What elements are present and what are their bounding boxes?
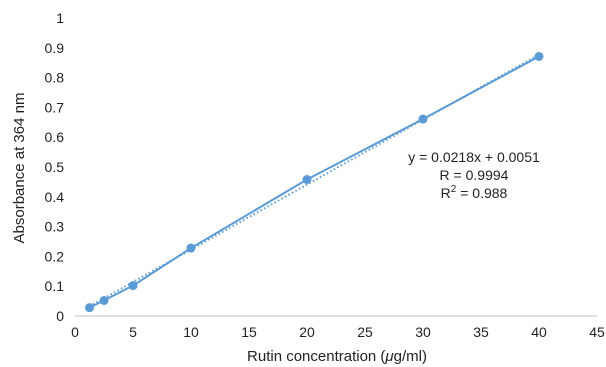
x-axis-title-post: g/ml) bbox=[394, 348, 427, 365]
correlation-r: R = 0.9994 bbox=[440, 167, 509, 183]
y-axis-title: Absorbance at 364 nm bbox=[11, 93, 28, 244]
x-axis-title-pre: Rutin concentration ( bbox=[247, 348, 385, 365]
x-tick-label: 45 bbox=[589, 324, 605, 340]
y-tick-label: 1 bbox=[56, 10, 64, 26]
x-tick-label: 35 bbox=[473, 324, 489, 340]
x-axis-ticks: 0 5 10 15 20 25 30 35 40 45 bbox=[71, 324, 605, 340]
trendline-equation: y = 0.0218x + 0.0051 bbox=[408, 149, 540, 165]
r2-letter: R bbox=[441, 185, 451, 201]
x-tick-label: 0 bbox=[71, 324, 79, 340]
y-tick-label: 0.4 bbox=[45, 189, 65, 205]
data-point bbox=[99, 296, 109, 306]
data-point bbox=[534, 51, 544, 61]
y-tick-label: 0.6 bbox=[45, 129, 65, 145]
r2-superscript: 2 bbox=[451, 184, 457, 195]
data-point bbox=[128, 281, 138, 291]
x-axis-title: Rutin concentration (μg/ml) bbox=[247, 348, 427, 365]
x-tick-label: 20 bbox=[299, 324, 315, 340]
x-tick-label: 5 bbox=[129, 324, 137, 340]
y-tick-label: 0.2 bbox=[45, 248, 65, 264]
y-tick-label: 0 bbox=[56, 308, 64, 324]
y-tick-label: 0.1 bbox=[45, 278, 65, 294]
x-axis-title-mu: μ bbox=[384, 348, 393, 365]
x-tick-label: 15 bbox=[241, 324, 257, 340]
y-tick-label: 0.8 bbox=[45, 70, 65, 86]
data-point bbox=[85, 303, 94, 313]
data-series bbox=[85, 51, 544, 313]
data-point bbox=[302, 175, 312, 185]
y-tick-label: 0.5 bbox=[45, 159, 65, 175]
x-tick-label: 25 bbox=[357, 324, 373, 340]
x-tick-label: 40 bbox=[531, 324, 547, 340]
y-tick-label: 0.3 bbox=[45, 219, 65, 235]
r2-value: = 0.988 bbox=[456, 185, 507, 201]
x-tick-label: 30 bbox=[415, 324, 431, 340]
coefficient-r-squared: R2 = 0.988 bbox=[441, 184, 508, 201]
y-tick-label: 0.7 bbox=[45, 99, 65, 115]
x-tick-label: 10 bbox=[183, 324, 199, 340]
y-axis-ticks: 0 0.1 0.2 0.3 0.4 0.5 0.6 0.7 0.8 0.9 1 bbox=[45, 10, 65, 324]
data-point bbox=[186, 243, 196, 253]
data-point bbox=[418, 114, 428, 124]
y-tick-label: 0.9 bbox=[45, 40, 65, 56]
